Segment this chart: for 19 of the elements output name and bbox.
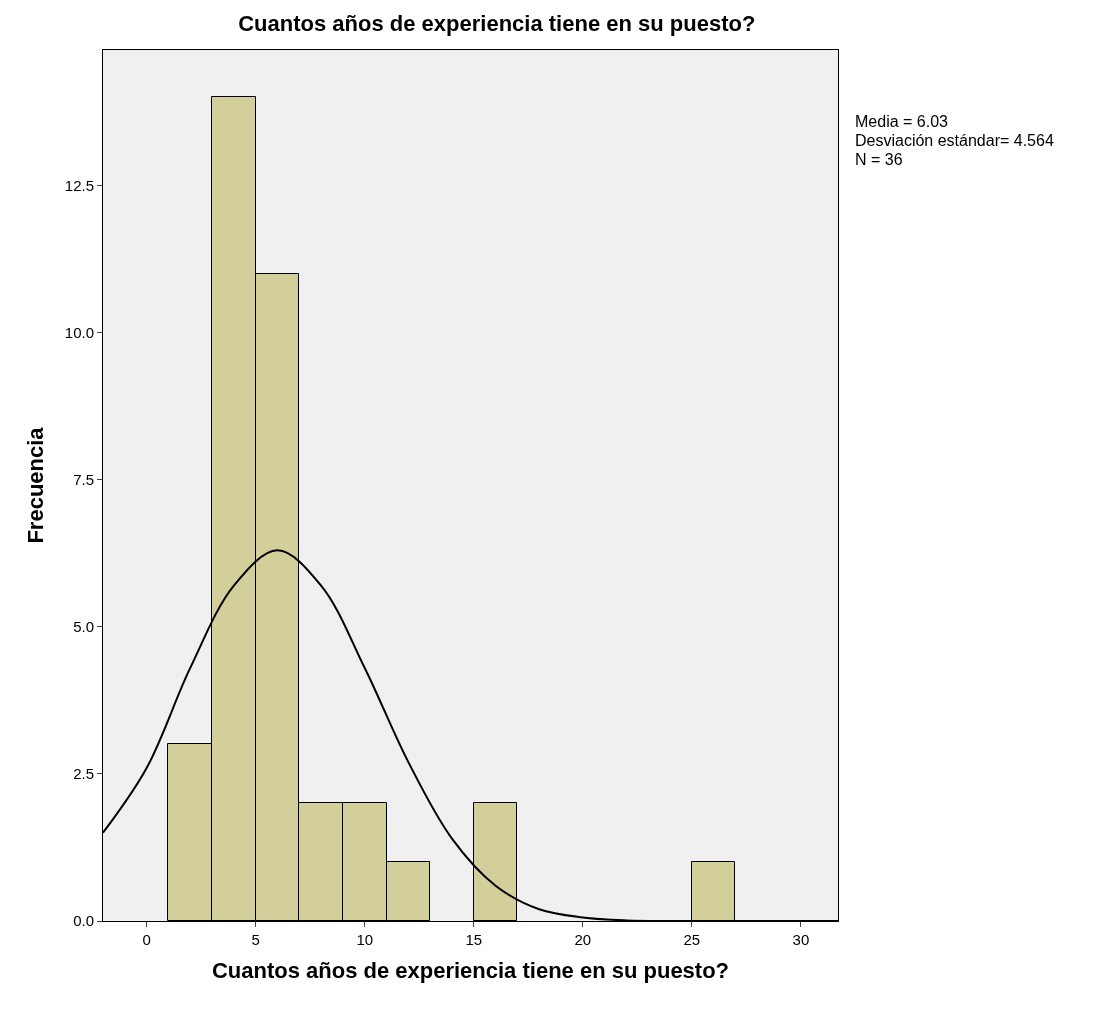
x-tick-label: 5: [251, 931, 260, 948]
x-tick-label: 25: [683, 931, 701, 948]
text: Media = 6.03: [855, 113, 949, 130]
text: N = 36: [855, 151, 903, 168]
x-tick-label: 10: [356, 931, 374, 948]
x-tick-label: 0: [142, 931, 151, 948]
chart-title: Cuantos años de experiencia tiene en su puesto?: [238, 10, 756, 36]
x-axis-title: Cuantos años de experiencia tiene en su puesto?: [211, 957, 730, 983]
y-tick-label: 0.0: [73, 912, 94, 930]
y-tick-label: 2.5: [73, 765, 94, 783]
y-tick-label: 10.0: [64, 323, 94, 341]
text: Desviación estándar= 4.564: [855, 132, 1054, 149]
y-tick-label: 7.5: [73, 470, 94, 488]
y-axis-title: Frecuencia: [22, 426, 48, 544]
y-tick-label: 5.0: [73, 617, 94, 635]
x-tick-label: 30: [792, 931, 810, 948]
x-tick-label: 20: [574, 931, 592, 948]
y-tick-label: 12.5: [64, 176, 94, 194]
x-tick-label: 15: [465, 931, 483, 948]
